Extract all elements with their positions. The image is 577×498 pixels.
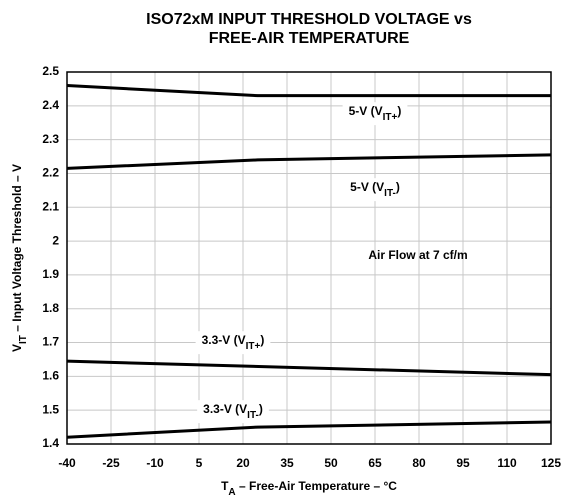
y-axis-label-part: – Input Voltage Threshold – V xyxy=(10,164,24,335)
series-label-part: ) xyxy=(260,333,264,347)
chart-title: FREE-AIR TEMPERATURE xyxy=(209,30,410,47)
series-label: 5-V (VIT-) xyxy=(350,180,400,199)
series-line xyxy=(66,153,552,170)
x-tick-label: 35 xyxy=(280,456,294,470)
label-background xyxy=(197,400,269,424)
y-tick-label: 1.8 xyxy=(42,301,59,315)
series-label: 3.3-V (VIT+) xyxy=(202,333,265,352)
series-label-part: 3.3-V (V xyxy=(202,333,246,347)
series-line xyxy=(66,84,551,98)
plot-frame xyxy=(66,71,552,445)
x-tick-label: 5 xyxy=(196,456,203,470)
series-label-part: ) xyxy=(397,104,401,118)
y-axis-label: VIT – Input Voltage Threshold – V xyxy=(10,164,29,352)
series-label-part: 5-V (V xyxy=(350,180,384,194)
x-tick-label: 125 xyxy=(541,456,561,470)
series-line xyxy=(66,359,552,377)
x-tick-label: -40 xyxy=(58,456,76,470)
series-label-part: 5-V (V xyxy=(349,104,383,118)
y-tick-label: 1.4 xyxy=(42,436,59,450)
series-label-part: 3.3-V (V xyxy=(203,402,247,416)
label-background xyxy=(342,102,408,126)
y-tick-label: 2.1 xyxy=(42,199,59,213)
y-axis-label-part: IT xyxy=(18,335,29,344)
series-label: 5-V (VIT+) xyxy=(349,104,402,123)
y-axis-label-part: V xyxy=(10,344,24,352)
series-label-part: ) xyxy=(396,180,400,194)
y-tick-label: 2.4 xyxy=(42,98,59,112)
series-line xyxy=(66,420,552,439)
x-axis-label-part: T xyxy=(221,479,229,493)
y-tick-label: 2.2 xyxy=(42,166,59,180)
x-tick-label: 50 xyxy=(324,456,338,470)
series-label-part: IT- xyxy=(384,188,396,199)
x-tick-label: 65 xyxy=(368,456,382,470)
series-label-part: ) xyxy=(259,402,263,416)
y-tick-label: 1.5 xyxy=(42,402,59,416)
x-tick-label: 95 xyxy=(456,456,470,470)
label-background xyxy=(195,331,271,355)
annotation: Air Flow at 7 cf/m xyxy=(368,248,467,262)
x-axis-label-part: A xyxy=(228,487,235,498)
y-tick-label: 2 xyxy=(52,233,59,247)
series-label-part: IT+ xyxy=(246,341,261,352)
y-tick-label: 1.7 xyxy=(42,335,59,349)
x-axis-label-part: – Free-Air Temperature – °C xyxy=(236,479,398,493)
series-label-part: IT+ xyxy=(383,112,398,123)
x-tick-label: -10 xyxy=(146,456,164,470)
x-tick-label: 20 xyxy=(236,456,250,470)
x-axis-label: TA – Free-Air Temperature – °C xyxy=(221,479,397,498)
series-label-part: IT- xyxy=(247,410,259,421)
label-background xyxy=(344,178,406,202)
x-tick-label: -25 xyxy=(102,456,120,470)
x-tick-label: 110 xyxy=(497,456,517,470)
y-tick-label: 2.5 xyxy=(42,64,59,78)
chart-title: ISO72xM INPUT THRESHOLD VOLTAGE vs xyxy=(146,11,472,28)
x-tick-label: 80 xyxy=(412,456,426,470)
series-label: 3.3-V (VIT-) xyxy=(203,402,263,421)
y-tick-label: 2.3 xyxy=(42,132,59,146)
y-tick-label: 1.9 xyxy=(42,267,59,281)
y-tick-label: 1.6 xyxy=(42,369,59,383)
